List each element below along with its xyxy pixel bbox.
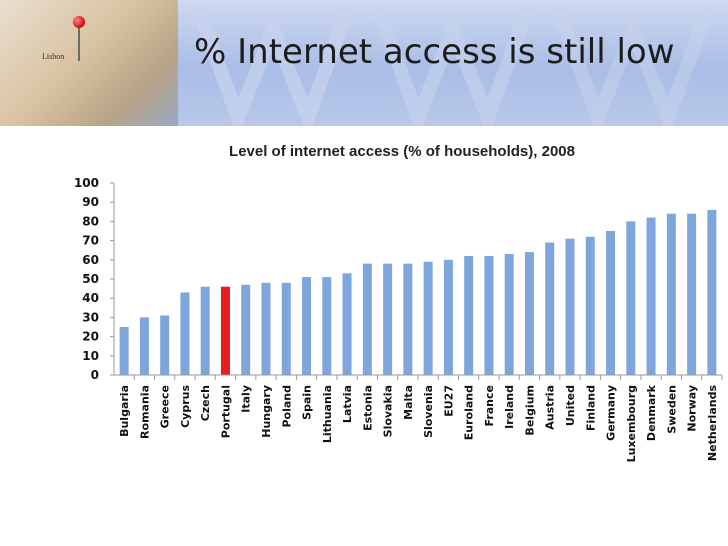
bar-norway (687, 213, 697, 375)
x-tick-label: Slovenia (422, 385, 435, 438)
chart-title: Level of internet access (% of household… (229, 143, 575, 160)
y-tick-label: 30 (82, 310, 99, 324)
bar-czech (200, 286, 210, 375)
bar-hungary (261, 282, 271, 375)
x-tick-label: Belgium (523, 385, 536, 436)
x-tick-label: Estonia (361, 385, 374, 431)
x-tick-label: EU27 (442, 385, 455, 417)
y-tick-label: 90 (82, 195, 99, 209)
y-tick-label: 70 (82, 234, 99, 248)
x-tick-label: Portugal (219, 385, 232, 438)
bar-finland (585, 236, 595, 375)
y-tick-label: 40 (82, 291, 99, 305)
x-tick-label: Latvia (341, 385, 354, 423)
bar-malta (403, 263, 413, 375)
y-axis: 0 10 20 30 40 50 60 70 80 90 100 (74, 176, 115, 382)
bar-germany (606, 231, 616, 375)
x-tick-label: Poland (280, 385, 293, 428)
bar-france (484, 255, 494, 375)
x-tick-label: Malta (402, 385, 415, 420)
y-tick-label: 10 (82, 349, 99, 363)
bar-luxembourg (626, 221, 636, 375)
bar-sweden (666, 213, 676, 375)
y-tick-label: 50 (82, 272, 99, 286)
x-tick-label: Austria (544, 385, 557, 430)
x-tick-label: Sweden (665, 385, 678, 434)
bar-netherlands (707, 209, 717, 375)
bar-slovakia (383, 263, 393, 375)
x-tick-label: Ireland (503, 385, 516, 429)
x-axis: Bulgaria Romania Greece Cyprus Czech Portugal… (114, 374, 723, 462)
bar-greece (160, 315, 170, 375)
bar-austria (545, 242, 555, 375)
y-tick-label: 0 (91, 368, 99, 382)
x-tick-label: Italy (240, 385, 253, 413)
map-pin-icon (73, 16, 85, 28)
bar-portugal (220, 286, 230, 375)
x-tick-label: Cyprus (179, 385, 192, 428)
slide-title: % Internet access is still low (194, 32, 675, 72)
bar-poland (281, 282, 291, 375)
bar-ireland (504, 254, 514, 375)
bar-united (565, 238, 575, 375)
www-decoration (191, 5, 715, 126)
bar-cyprus (180, 292, 190, 375)
x-tick-label: Luxembourg (625, 385, 638, 462)
bar-slovenia (423, 261, 433, 375)
x-tick-label: Spain (301, 385, 314, 420)
x-tick-label: Romania (138, 385, 151, 439)
bar-spain (302, 277, 312, 375)
x-tick-label: Lithuania (321, 385, 334, 443)
x-tick-label: Greece (159, 385, 172, 428)
x-tick-label: Slovakia (382, 385, 395, 437)
y-tick-label: 100 (74, 176, 99, 190)
bar-italy (241, 284, 251, 375)
bar-estonia (362, 263, 372, 375)
bar-denmark (646, 217, 656, 375)
x-tick-label: Finland (584, 385, 597, 431)
bar-bulgaria (119, 327, 129, 375)
bar-lithuania (322, 277, 332, 375)
bar-romania (139, 317, 149, 375)
map-city-label: Lisbon (42, 52, 65, 61)
bar-belgium (524, 252, 534, 375)
x-tick-label: Norway (686, 385, 699, 432)
header-banner: Lisbon % Internet access is still low (0, 0, 728, 126)
x-tick-label: Netherlands (706, 385, 719, 462)
bars (119, 209, 717, 375)
x-tick-label: Hungary (260, 385, 273, 438)
y-tick-label: 60 (82, 253, 99, 267)
y-tick-label: 80 (82, 214, 99, 228)
x-tick-label: Germany (605, 385, 618, 441)
bar-eu27 (443, 259, 453, 375)
y-tick-label: 20 (82, 330, 99, 344)
x-tick-label: United (564, 385, 577, 426)
bar-euroland (464, 255, 474, 375)
map-thumbnail: Lisbon (0, 0, 178, 126)
x-tick-label: Euroland (463, 385, 476, 440)
x-tick-label: Czech (199, 385, 212, 421)
bar-latvia (342, 273, 352, 375)
bar-chart: Level of internet access (% of household… (74, 143, 723, 462)
map-pin-stem (78, 27, 80, 61)
x-tick-label: Bulgaria (118, 385, 131, 437)
x-tick-label: France (483, 385, 496, 426)
x-tick-label: Denmark (645, 384, 658, 441)
